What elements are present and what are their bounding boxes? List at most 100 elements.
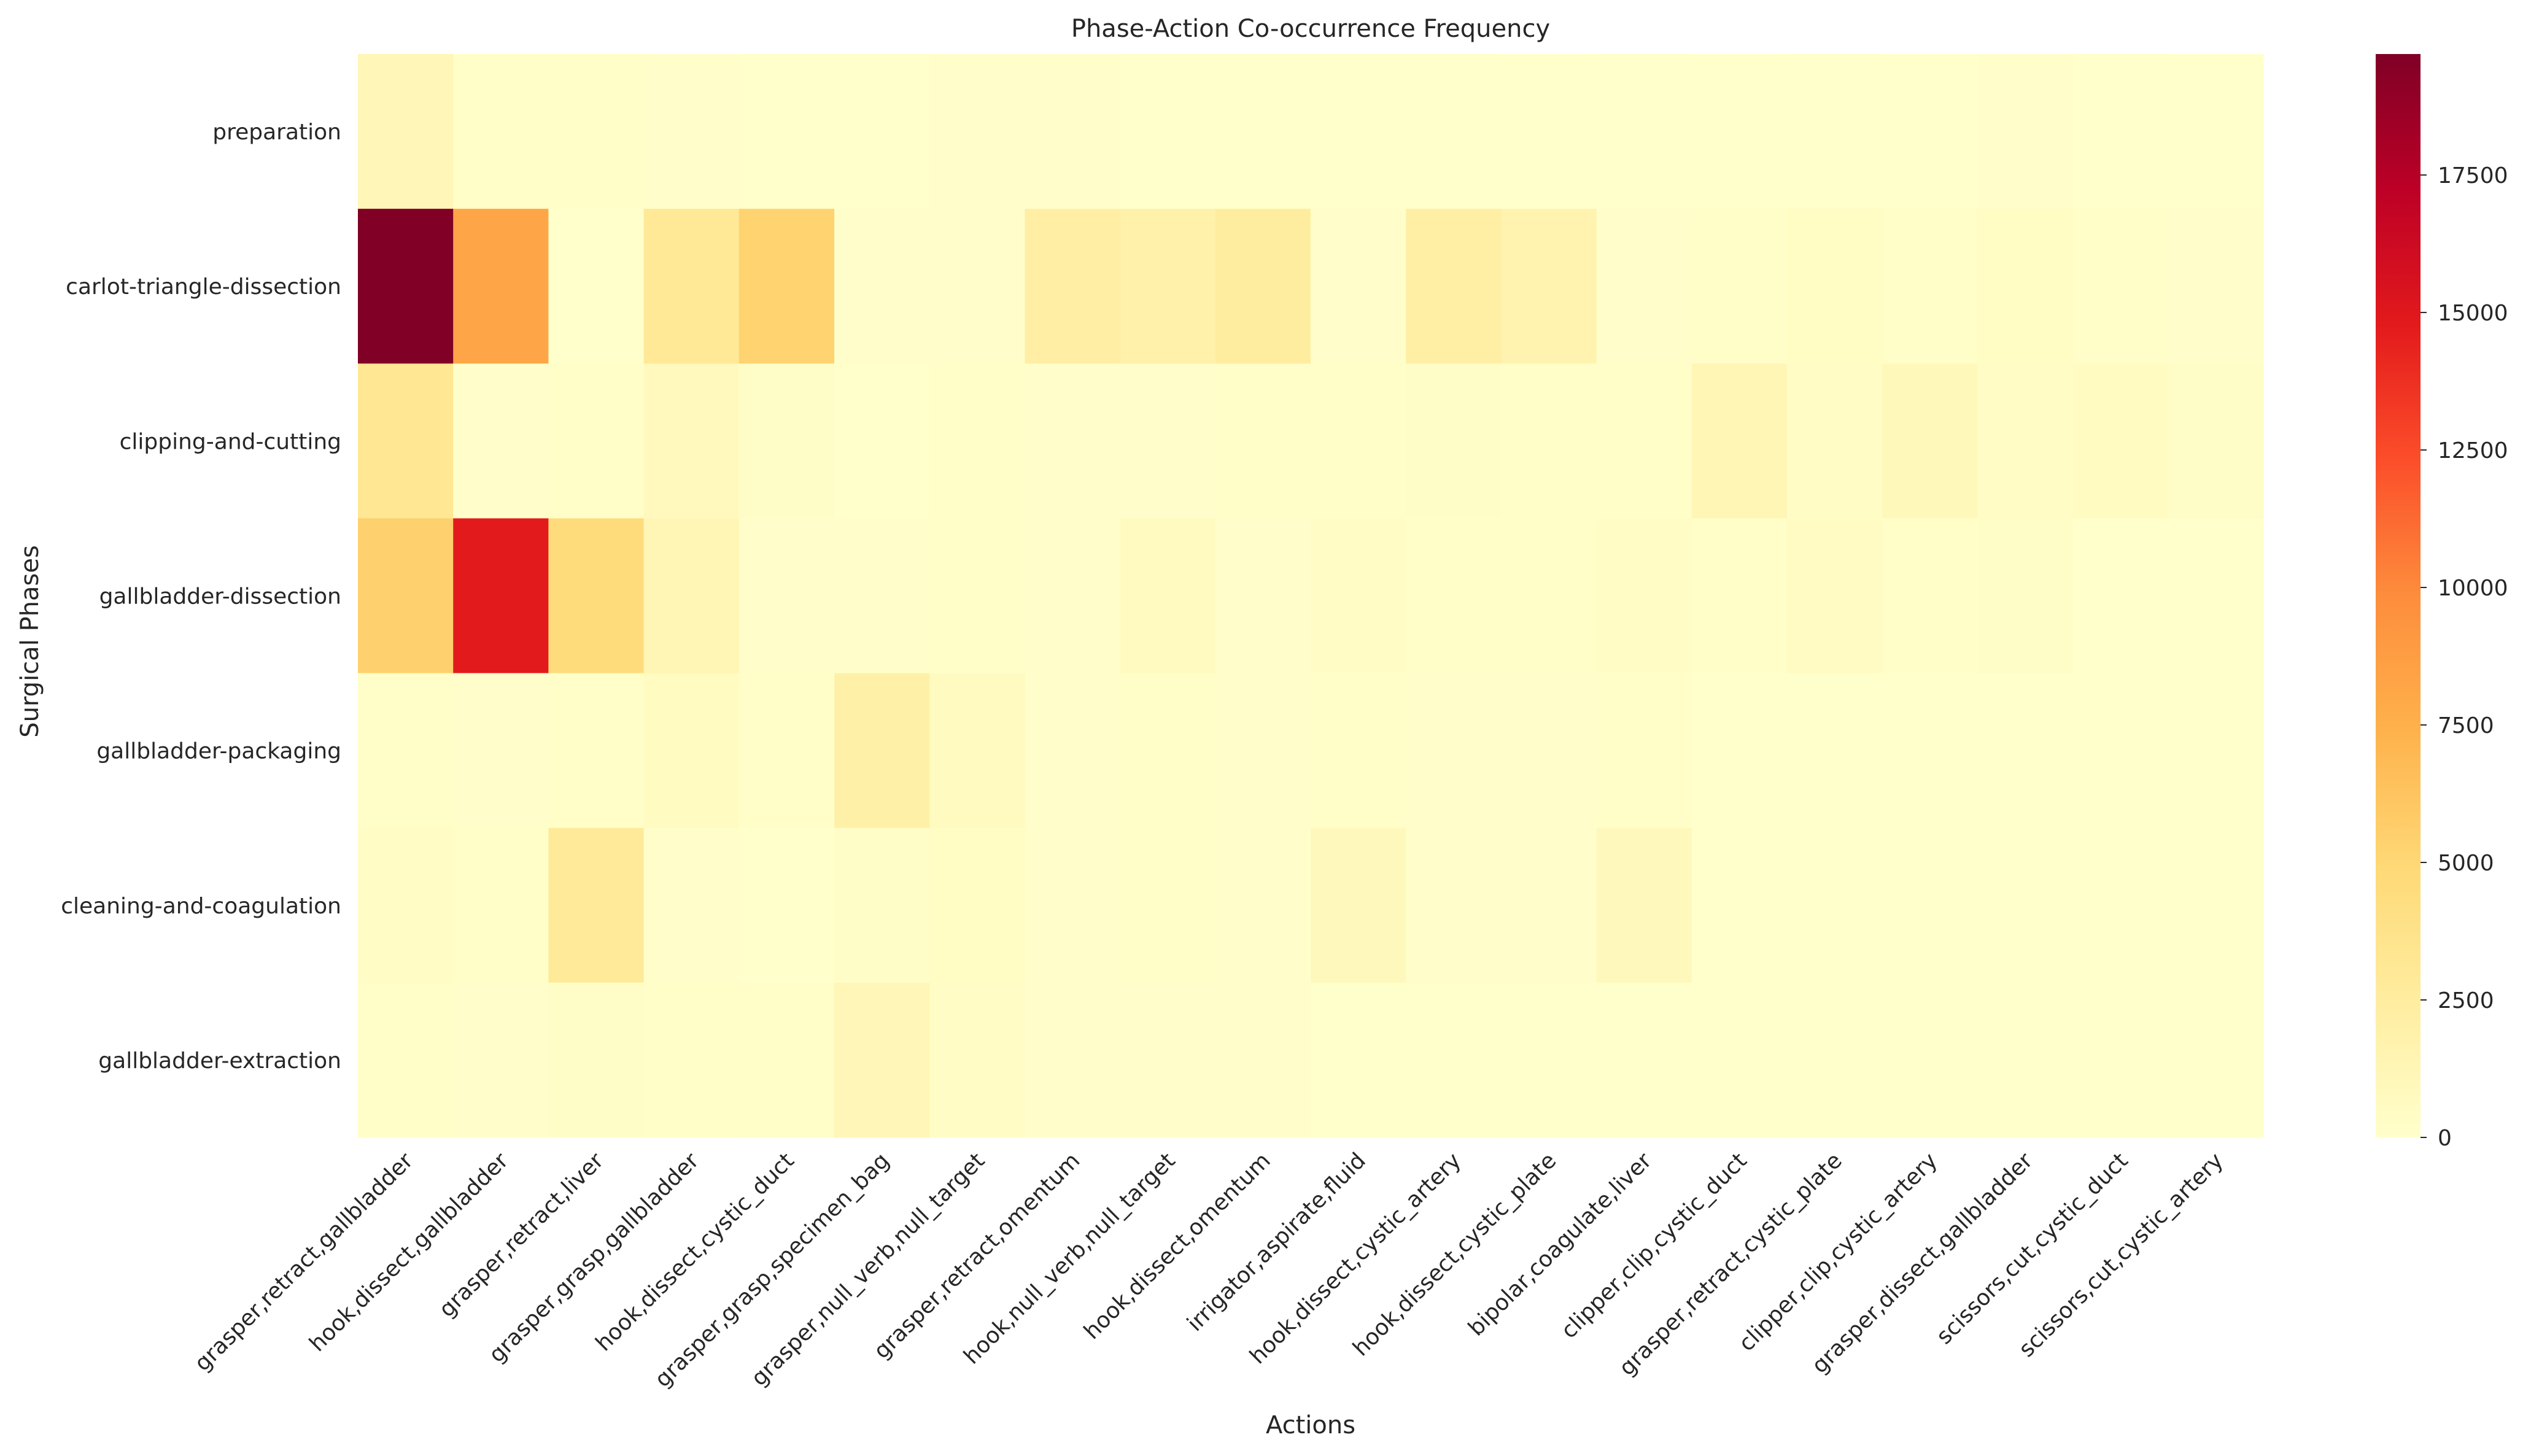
heatmap-cell bbox=[1977, 363, 2074, 519]
heatmap-cell bbox=[2072, 54, 2169, 209]
heatmap-cell bbox=[2168, 54, 2264, 209]
heatmap-cell bbox=[358, 982, 454, 1138]
heatmap-cell bbox=[1025, 209, 1121, 364]
heatmap-cell bbox=[1215, 673, 1311, 829]
heatmap-cell bbox=[1406, 54, 1502, 209]
heatmap-cell bbox=[358, 518, 454, 674]
chart-title: Phase-Action Co-occurrence Frequency bbox=[1071, 15, 1550, 43]
heatmap-cell bbox=[1882, 54, 1978, 209]
heatmap-cell bbox=[1596, 209, 1692, 364]
heatmap-cell bbox=[1882, 673, 1978, 829]
heatmap-cell bbox=[2072, 363, 2169, 519]
colorbar-tick-label: 7500 bbox=[2438, 713, 2494, 738]
row-label: gallbladder-dissection bbox=[99, 584, 341, 610]
colorbar-tick-label: 15000 bbox=[2438, 301, 2508, 326]
heatmap-cell bbox=[643, 363, 740, 519]
heatmap-cell bbox=[2168, 673, 2264, 829]
heatmap-cell bbox=[1787, 673, 1883, 829]
heatmap-cell bbox=[1691, 827, 1788, 983]
heatmap-cell bbox=[2168, 982, 2264, 1138]
heatmap-cell bbox=[1215, 54, 1311, 209]
heatmap-cell bbox=[2072, 982, 2169, 1138]
heatmap-cell bbox=[1787, 54, 1883, 209]
heatmap-cell bbox=[929, 518, 1025, 674]
heatmap-cell bbox=[1215, 827, 1311, 983]
heatmap-cell bbox=[1215, 982, 1311, 1138]
heatmap-cell bbox=[358, 673, 454, 829]
heatmap-cell bbox=[929, 209, 1025, 364]
heatmap-cell bbox=[738, 363, 835, 519]
heatmap-cell bbox=[1406, 673, 1502, 829]
heatmap-cell bbox=[929, 827, 1025, 983]
heatmap-cell bbox=[1787, 827, 1883, 983]
heatmap-cell bbox=[358, 363, 454, 519]
heatmap-cell bbox=[1120, 518, 1216, 674]
row-label: gallbladder-packaging bbox=[96, 739, 341, 764]
heatmap-cell bbox=[453, 982, 549, 1138]
heatmap-cell bbox=[643, 209, 740, 364]
heatmap-cell bbox=[834, 54, 930, 209]
heatmap-cell bbox=[1215, 518, 1311, 674]
heatmap-cell bbox=[1691, 518, 1788, 674]
heatmap-cell bbox=[1882, 518, 1978, 674]
heatmap-cell bbox=[453, 209, 549, 364]
heatmap-cell bbox=[929, 982, 1025, 1138]
heatmap-cell bbox=[1501, 827, 1597, 983]
column-label: grasper,retract,omentum bbox=[869, 1148, 1085, 1364]
y-axis-label: Surgical Phases bbox=[16, 545, 44, 738]
heatmap-cell bbox=[1596, 363, 1692, 519]
heatmap-cell bbox=[548, 982, 645, 1138]
row-label: carlot-triangle-dissection bbox=[66, 274, 341, 300]
heatmap-cell bbox=[1501, 982, 1597, 1138]
heatmap-cell bbox=[2072, 673, 2169, 829]
heatmap-cell bbox=[643, 827, 740, 983]
heatmap-cell bbox=[1977, 54, 2074, 209]
heatmap-cell bbox=[1025, 518, 1121, 674]
column-label: grasper,retract,liver bbox=[434, 1148, 608, 1322]
heatmap-cell bbox=[1501, 363, 1597, 519]
heatmap-cell bbox=[1311, 673, 1406, 829]
heatmap-cell bbox=[1882, 982, 1978, 1138]
heatmap-cell bbox=[453, 518, 549, 674]
heatmap-cell bbox=[453, 827, 549, 983]
heatmap-cell bbox=[738, 827, 835, 983]
heatmap-cell bbox=[1311, 54, 1406, 209]
row-label: cleaning-and-coagulation bbox=[61, 894, 341, 919]
heatmap-cell bbox=[358, 827, 454, 983]
heatmap-cell bbox=[929, 363, 1025, 519]
column-label: irrigator,aspirate,fluid bbox=[1182, 1148, 1371, 1336]
colorbar bbox=[2376, 54, 2421, 1137]
heatmap-cell bbox=[738, 982, 835, 1138]
heatmap-cell bbox=[1406, 209, 1502, 364]
heatmap-cell bbox=[929, 54, 1025, 209]
colorbar-tick-label: 10000 bbox=[2438, 576, 2508, 601]
heatmap-cell bbox=[1787, 363, 1883, 519]
row-label: clipping-and-cutting bbox=[120, 429, 341, 454]
colorbar-tick-label: 0 bbox=[2438, 1126, 2452, 1151]
column-labels: grasper,retract,gallbladderhook,dissect,… bbox=[190, 1148, 2228, 1392]
colorbar-tick-label: 17500 bbox=[2438, 163, 2508, 188]
heatmap-cell bbox=[1120, 54, 1216, 209]
heatmap-cell bbox=[643, 673, 740, 829]
heatmap-cell bbox=[1977, 982, 2074, 1138]
column-label: clipper,clip,cystic_artery bbox=[1734, 1148, 1942, 1356]
colorbar-tick-label: 12500 bbox=[2438, 438, 2508, 463]
heatmap-cell bbox=[1596, 673, 1692, 829]
heatmap-cell bbox=[1977, 209, 2074, 364]
heatmap-cell bbox=[1691, 673, 1788, 829]
heatmap-cell bbox=[1882, 363, 1978, 519]
column-label: scissors,cut,cystic_artery bbox=[2014, 1148, 2228, 1362]
heatmap-cell bbox=[1596, 54, 1692, 209]
heatmap-cell bbox=[1691, 982, 1788, 1138]
heatmap-cell bbox=[834, 209, 930, 364]
heatmap-cell bbox=[834, 827, 930, 983]
heatmap-cell bbox=[643, 982, 740, 1138]
heatmap-cell bbox=[1311, 209, 1406, 364]
column-label: hook,dissect,cystic_plate bbox=[1348, 1148, 1561, 1361]
heatmap-cell bbox=[548, 518, 645, 674]
heatmap-cell bbox=[1406, 982, 1502, 1138]
heatmap-cell bbox=[834, 518, 930, 674]
row-labels: preparation carlot-triangle-dissection cli… bbox=[61, 120, 341, 1074]
